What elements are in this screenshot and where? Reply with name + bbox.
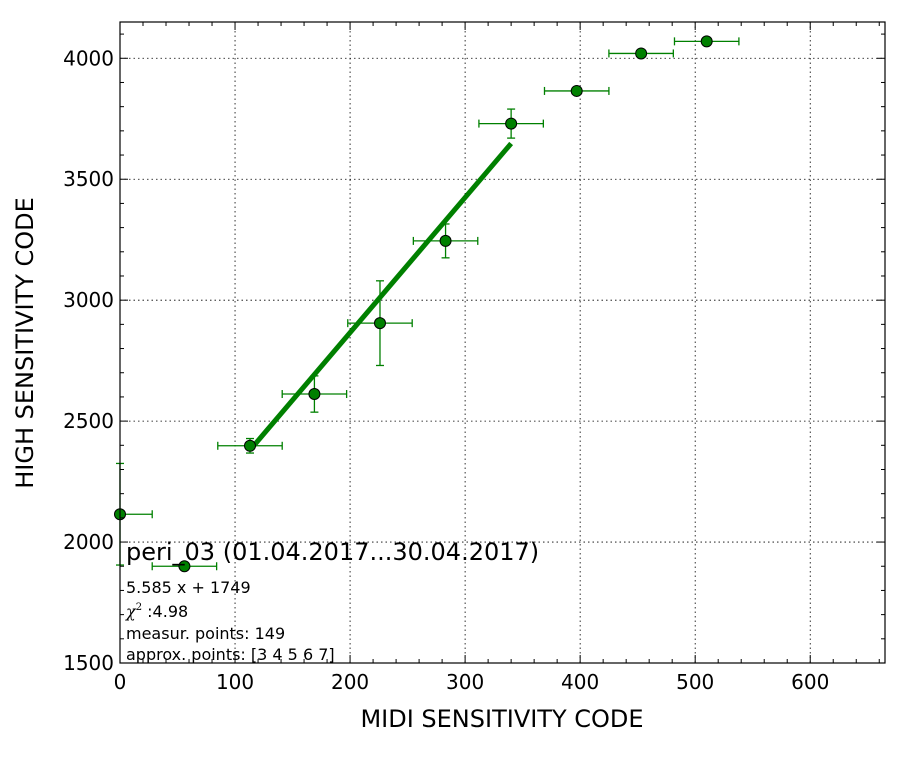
x-tick-label: 100 — [216, 670, 254, 694]
x-tick-label: 300 — [446, 670, 484, 694]
x-tick-label: 0 — [114, 670, 127, 694]
data-marker — [243, 439, 256, 452]
data-marker — [700, 35, 713, 48]
plot-frame — [119, 21, 886, 664]
x-tick-label: 200 — [331, 670, 369, 694]
data-point — [281, 375, 348, 413]
data-point — [673, 35, 740, 48]
data-point — [412, 223, 479, 259]
x-tick-label: 400 — [561, 670, 599, 694]
data-point — [151, 560, 218, 573]
y-tick-label: 1500 — [63, 651, 114, 675]
chi-symbol: χ — [125, 602, 137, 621]
y-axis-label: HIGH SENSITIVITY CODE — [11, 197, 39, 489]
annotation-title: peri_03 (01.04.2017...30.04.2017) — [126, 538, 539, 566]
data-point — [543, 84, 610, 97]
axis-ticks: 0 100 200 300 400 500 600 1500 2000 2500 3000 3500 4… — [63, 22, 885, 694]
data-points — [114, 35, 740, 573]
annotation-measur-points: measur. points: 149 — [126, 624, 285, 643]
x-tick-label: 600 — [791, 670, 829, 694]
annotation-chi: χ2 :4.98 — [125, 602, 188, 621]
data-marker — [439, 234, 452, 247]
data-marker — [635, 47, 648, 60]
annotation-block: peri_03 (01.04.2017...30.04.2017) 5.585 … — [125, 538, 539, 664]
chi-power: 2 — [136, 602, 142, 613]
y-tick-label: 3500 — [63, 167, 114, 191]
data-point — [347, 280, 413, 367]
data-marker — [373, 317, 386, 330]
data-marker — [178, 560, 191, 573]
data-marker — [308, 388, 321, 401]
data-point — [608, 47, 674, 60]
annotation-approx-points: approx. points: [3 4 5 6 7] — [126, 645, 335, 664]
annotation-equation: 5.585 x + 1749 — [126, 578, 251, 597]
x-tick-label: 500 — [676, 670, 714, 694]
data-point — [217, 437, 283, 454]
x-axis-label: MIDI SENSITIVITY CODE — [360, 705, 643, 733]
y-tick-label: 3000 — [63, 288, 114, 312]
y-tick-label: 2500 — [63, 409, 114, 433]
y-tick-label: 2000 — [63, 530, 114, 554]
data-point — [478, 108, 544, 139]
data-marker — [505, 117, 518, 130]
y-tick-label: 4000 — [63, 46, 114, 70]
chi-value: :4.98 — [142, 602, 188, 621]
data-marker — [570, 84, 583, 97]
